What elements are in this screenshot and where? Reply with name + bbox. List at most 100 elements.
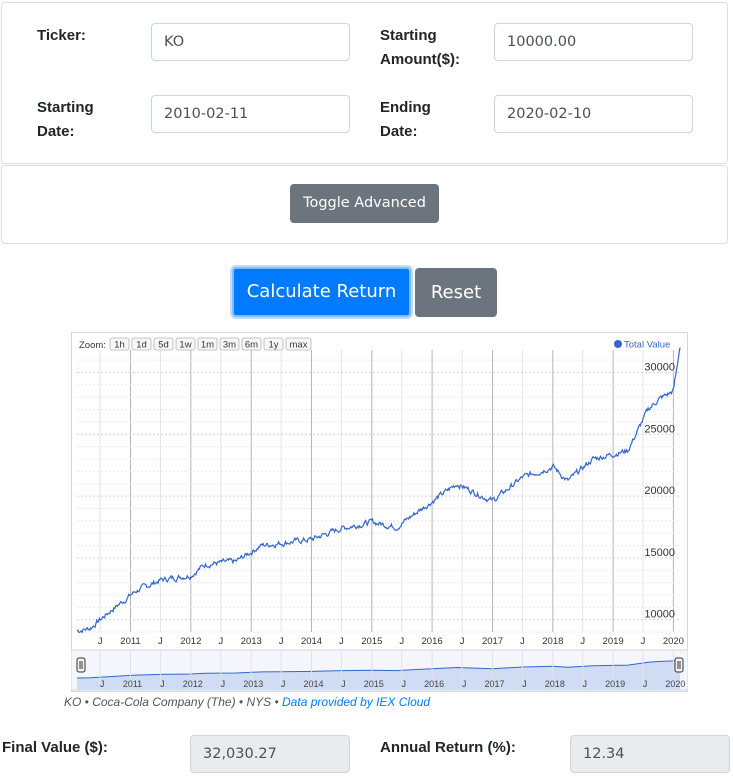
zoom-button-1m[interactable]: 1m xyxy=(197,337,218,351)
zoom-button-frame xyxy=(285,337,312,351)
y-tick-label: 15000 xyxy=(644,547,675,559)
zoom-button-label: 1y xyxy=(268,340,278,351)
zoom-button-frame xyxy=(109,337,130,351)
caption-text: KO • Coca-Cola Company (The) • NYS • xyxy=(64,695,283,709)
y-tick-label: 20000 xyxy=(644,485,675,497)
navigator-tick-label: 2019 xyxy=(605,679,625,689)
x-tick-label: J xyxy=(158,636,163,647)
legend-marker xyxy=(614,340,622,348)
zoom-button-3m[interactable]: 3m xyxy=(219,337,240,351)
x-tick-label: 2017 xyxy=(482,636,503,647)
final-value-label: Final Value ($): xyxy=(2,739,108,756)
navigator-tick-label: 2013 xyxy=(243,679,263,689)
x-tick-label: J xyxy=(580,636,585,647)
x-tick-label: J xyxy=(641,636,646,647)
navigator-tick-label: J xyxy=(462,679,467,689)
navigator-tick-label: 2011 xyxy=(123,679,142,689)
starting-amount-label-line2: Amount($): xyxy=(380,51,460,68)
annual-return-output xyxy=(570,735,730,773)
x-tick-label: 2018 xyxy=(542,636,563,647)
starting-date-label-line2: Date: xyxy=(37,123,75,140)
ticker-label: Ticker: xyxy=(37,27,86,44)
iex-cloud-link[interactable]: Data provided by IEX Cloud xyxy=(282,695,431,709)
zoom-button-1h[interactable]: 1h xyxy=(109,337,130,351)
x-tick-label: J xyxy=(218,636,223,647)
ending-date-label: Ending Date: xyxy=(380,96,431,144)
total-value-chart: Zoom: 1h 1d 5d 1w 1m 3m 6m 1y max Total Value J 2011… xyxy=(71,337,688,691)
ending-date-label-line2: Date: xyxy=(380,123,418,140)
navigator-left-handle[interactable] xyxy=(76,657,86,673)
navigator-tick-label: J xyxy=(221,679,226,689)
x-tick-label: 2011 xyxy=(120,636,140,647)
zoom-button-max[interactable]: max xyxy=(285,337,312,351)
zoom-button-frame xyxy=(175,337,196,351)
starting-amount-label: Starting Amount($): xyxy=(380,24,460,72)
y-tick-label: 25000 xyxy=(644,423,675,435)
zoom-button-label: 6m xyxy=(245,340,258,351)
x-tick-label: 2019 xyxy=(603,636,624,647)
navigator-tick-label: 2015 xyxy=(364,679,384,689)
y-tick-label: 10000 xyxy=(644,609,675,621)
zoom-button-frame xyxy=(153,337,174,351)
ending-date-label-line1: Ending xyxy=(380,99,431,116)
starting-date-label-line1: Starting xyxy=(37,99,94,116)
navigator-tick-label: J xyxy=(643,679,648,689)
reset-button[interactable]: Reset xyxy=(415,268,497,317)
starting-amount-label-line1: Starting xyxy=(380,27,437,44)
handle-grip xyxy=(76,657,86,673)
zoom-button-label: 1m xyxy=(201,340,214,351)
zoom-button-1d[interactable]: 1d xyxy=(131,337,152,351)
zoom-button-label: 3m xyxy=(223,340,236,351)
zoom-button-label: 1w xyxy=(179,340,191,351)
navigator-tick-label: J xyxy=(160,679,165,689)
starting-date-input[interactable] xyxy=(151,95,350,133)
navigator-right-handle[interactable] xyxy=(674,657,684,673)
zoom-button-label: 5d xyxy=(158,340,169,351)
navigator-area xyxy=(77,657,680,690)
starting-date-label: Starting Date: xyxy=(37,96,94,144)
zoom-label: Zoom: xyxy=(79,340,106,351)
handle-grip xyxy=(674,657,684,673)
x-tick-label: J xyxy=(520,636,525,647)
navigator-tick-label: J xyxy=(401,679,406,689)
total-value-series-line xyxy=(76,347,681,634)
zoom-button-frame xyxy=(263,337,284,351)
toggle-advanced-button[interactable]: Toggle Advanced xyxy=(290,184,439,223)
zoom-button-1w[interactable]: 1w xyxy=(175,337,196,351)
navigator-tick-label: 2014 xyxy=(304,679,324,689)
zoom-button-label: 1h xyxy=(114,340,125,351)
navigator-tick-label: 2017 xyxy=(485,679,505,689)
navigator-tick-label: 2020 xyxy=(665,679,685,689)
navigator-tick-label: J xyxy=(341,679,346,689)
navigator-tick-label: J xyxy=(522,679,527,689)
x-tick-label: 2014 xyxy=(301,636,322,647)
chart-caption: KO • Coca-Cola Company (The) • NYS • Dat… xyxy=(64,695,430,709)
x-tick-label: J xyxy=(339,636,344,647)
starting-amount-input[interactable] xyxy=(494,23,693,61)
zoom-button-frame xyxy=(197,337,218,351)
calculate-return-button[interactable]: Calculate Return xyxy=(232,267,411,317)
zoom-button-5d[interactable]: 5d xyxy=(153,337,174,351)
zoom-button-frame xyxy=(219,337,240,351)
y-tick-label: 30000 xyxy=(644,362,675,374)
zoom-button-1y[interactable]: 1y xyxy=(263,337,284,351)
navigator-tick-label: 2018 xyxy=(545,679,565,689)
ending-date-input[interactable] xyxy=(494,95,693,133)
navigator-tick-label: 2016 xyxy=(424,679,444,689)
x-tick-label: J xyxy=(98,636,103,647)
navigator-tick-label: 2012 xyxy=(183,679,203,689)
zoom-button-frame xyxy=(131,337,152,351)
x-tick-label: J xyxy=(279,636,284,647)
zoom-button-6m[interactable]: 6m xyxy=(241,337,262,351)
navigator-tick-label: J xyxy=(100,679,105,689)
x-tick-label: 2016 xyxy=(422,636,443,647)
final-value-output xyxy=(190,735,350,773)
navigator-tick-label: J xyxy=(281,679,286,689)
x-tick-label: J xyxy=(460,636,465,647)
x-tick-label: 2020 xyxy=(663,636,684,647)
x-tick-label: 2013 xyxy=(241,636,262,647)
ticker-input[interactable] xyxy=(151,23,350,61)
x-tick-label: 2012 xyxy=(180,636,201,647)
zoom-button-label: 1d xyxy=(136,340,147,351)
zoom-button-label: max xyxy=(290,340,308,351)
